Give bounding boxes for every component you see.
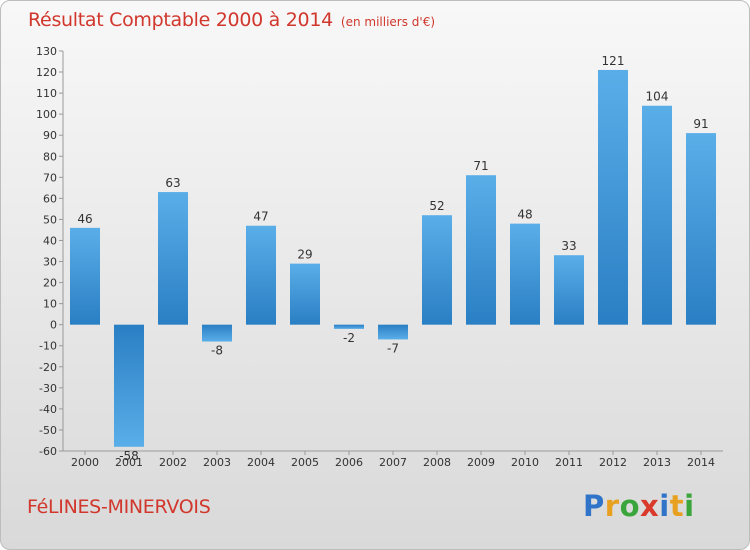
y-tick-label: -10 (39, 340, 57, 353)
value-label: 63 (165, 176, 180, 190)
y-tick-label: 20 (43, 277, 57, 290)
x-tick-label: 2007 (379, 456, 407, 469)
x-tick-label: 2003 (203, 456, 231, 469)
value-label: -2 (343, 331, 355, 345)
y-tick-label: 60 (43, 192, 57, 205)
logo-letter: i (684, 489, 695, 523)
logo-letter: r (604, 489, 620, 523)
bar-2009 (466, 175, 496, 325)
y-tick-label: 120 (36, 66, 57, 79)
bar-2007 (378, 324, 408, 340)
x-tick-label: 2001 (115, 456, 143, 469)
bar-2005 (290, 263, 320, 325)
bar-2011 (554, 255, 584, 325)
bar-2003 (202, 324, 232, 342)
y-tick-label: 100 (36, 108, 57, 121)
logo-letter: t (669, 489, 685, 523)
y-tick-label: 80 (43, 150, 57, 163)
logo-letter: i (659, 489, 670, 523)
bar-2012 (598, 69, 628, 325)
bar-2008 (422, 215, 452, 325)
bar-2001 (114, 324, 144, 447)
y-tick-label: -50 (39, 424, 57, 437)
x-tick-label: 2008 (423, 456, 451, 469)
value-label: 71 (473, 159, 488, 173)
value-label: -58 (119, 449, 139, 463)
y-tick-label: 110 (36, 87, 57, 100)
y-tick-label: 40 (43, 234, 57, 247)
y-tick-label: -20 (39, 361, 57, 374)
y-tick-label: 90 (43, 129, 57, 142)
value-label: 121 (602, 54, 625, 68)
y-tick-label: -30 (39, 382, 57, 395)
value-label: 91 (693, 117, 708, 131)
x-tick-label: 2006 (335, 456, 363, 469)
bar-2006 (334, 324, 364, 329)
logo-letter: x (640, 489, 660, 523)
value-label: 52 (429, 199, 444, 213)
chart-unit: (en milliers d'€) (340, 15, 436, 29)
bar-2014 (686, 133, 716, 325)
value-label: 33 (561, 239, 576, 253)
y-tick-label: 50 (43, 213, 57, 226)
bar-2002 (158, 192, 188, 325)
commune-name: FéLINES-MINERVOIS (27, 496, 211, 518)
x-tick-label: 2011 (555, 456, 583, 469)
x-tick-label: 2004 (247, 456, 275, 469)
value-label: 46 (77, 212, 92, 226)
y-tick-label: 0 (50, 319, 57, 332)
x-tick-label: 2002 (159, 456, 187, 469)
proxiti-logo: Proxiti (583, 489, 695, 523)
value-labels: 46 -58 63 -8 47 29 -2 -7 52 71 48 33 121 104 91 (77, 54, 708, 463)
logo-letter: o (619, 489, 641, 523)
chart-title: Résultat Comptable 2000 à 2014 (28, 9, 333, 31)
value-label: -7 (387, 341, 399, 355)
title-row: Résultat Comptable 2000 à 2014 (en millie… (28, 9, 435, 31)
x-tick-label: 2012 (599, 456, 627, 469)
x-tick-label: 2010 (511, 456, 539, 469)
y-tick-label: 130 (36, 45, 57, 58)
value-label: 104 (646, 90, 669, 104)
value-label: 29 (297, 248, 312, 262)
bar-2004 (246, 225, 276, 325)
value-label: 47 (253, 210, 268, 224)
x-tick-label: 2014 (687, 456, 715, 469)
bar-2013 (642, 105, 672, 325)
y-tick-label: -40 (39, 403, 57, 416)
bars (70, 69, 716, 447)
axes: -60 -50 -40 -30 -20 -10 0 10 20 30 40 50 60 70 80 90 100… (36, 45, 723, 469)
x-tick-label: 2005 (291, 456, 319, 469)
x-tick-label: 2009 (467, 456, 495, 469)
y-tick-label: 10 (43, 298, 57, 311)
value-label: 48 (517, 208, 532, 222)
y-tick-label: 30 (43, 256, 57, 269)
value-label: -8 (211, 344, 223, 358)
bar-2010 (510, 223, 540, 325)
x-tick-label: 2013 (643, 456, 671, 469)
bar-2000 (70, 227, 100, 325)
y-tick-label: 70 (43, 171, 57, 184)
y-tick-label: -60 (39, 445, 57, 458)
logo-letter: P (583, 489, 605, 523)
x-tick-label: 2000 (71, 456, 99, 469)
